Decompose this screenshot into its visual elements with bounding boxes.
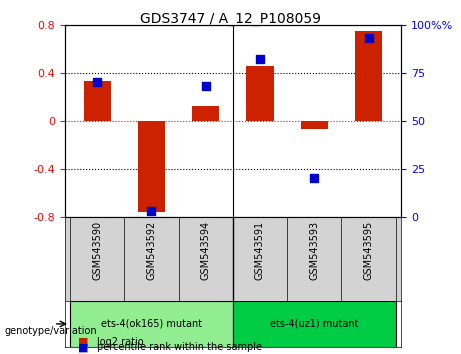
Point	[94, 79, 101, 85]
Text: ets-4(ok165) mutant: ets-4(ok165) mutant	[101, 319, 202, 329]
Text: GDS3747 / A_12_P108059: GDS3747 / A_12_P108059	[140, 12, 321, 27]
Bar	[355, 31, 382, 121]
Text: ■: ■	[78, 342, 89, 352]
Point	[148, 208, 155, 213]
Point	[311, 175, 318, 181]
Bar	[233, 301, 396, 347]
Text: GSM543595: GSM543595	[364, 221, 373, 280]
Bar	[246, 65, 273, 121]
Text: GSM543594: GSM543594	[201, 221, 211, 280]
Point	[365, 35, 372, 41]
Text: GSM543590: GSM543590	[92, 221, 102, 280]
Bar	[192, 106, 219, 121]
Bar	[83, 81, 111, 121]
Text: percentile rank within the sample: percentile rank within the sample	[97, 342, 262, 352]
Text: genotype/variation: genotype/variation	[5, 326, 97, 336]
Text: ■: ■	[78, 337, 89, 347]
Point	[202, 83, 209, 89]
Text: log2 ratio: log2 ratio	[97, 337, 143, 347]
Text: GSM543593: GSM543593	[309, 221, 319, 280]
Bar	[70, 301, 233, 347]
Bar	[301, 121, 328, 129]
Bar	[138, 121, 165, 212]
Point	[256, 56, 264, 62]
Text: ets-4(uz1) mutant: ets-4(uz1) mutant	[270, 319, 359, 329]
Text: GSM543592: GSM543592	[147, 221, 156, 280]
Text: GSM543591: GSM543591	[255, 221, 265, 280]
